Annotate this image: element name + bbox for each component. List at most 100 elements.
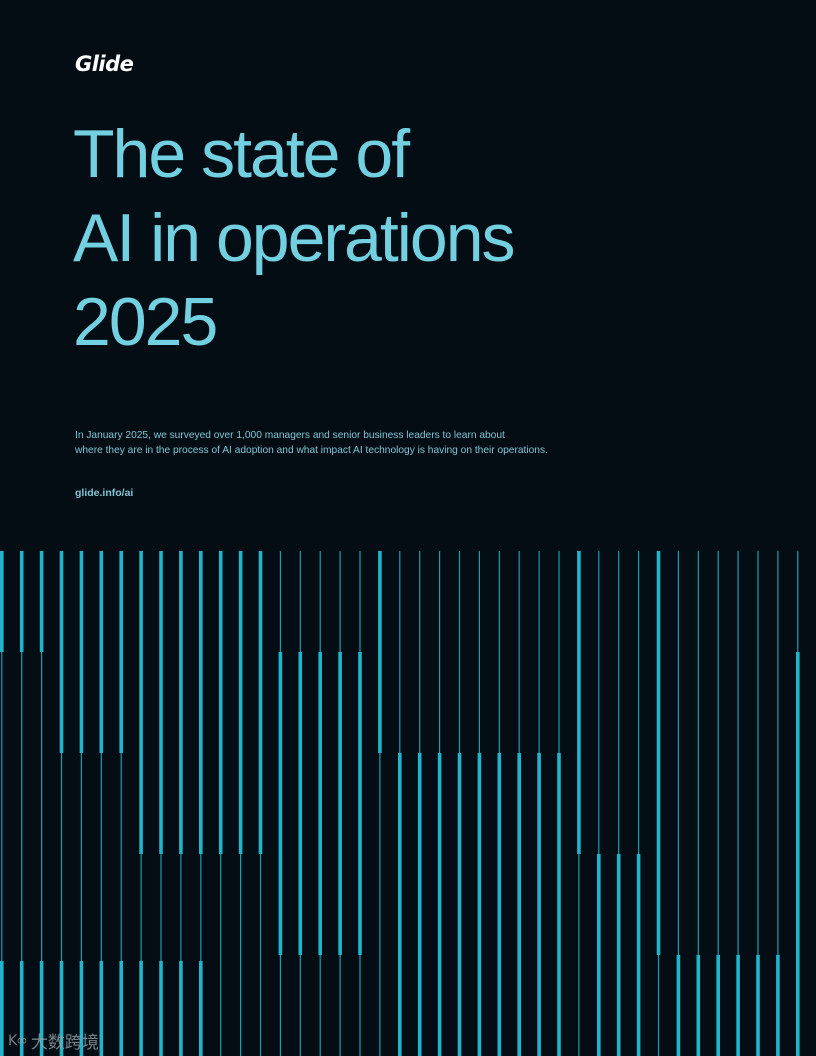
stripe-thick-segment	[497, 753, 502, 1056]
stripe-bottom-segment	[59, 961, 64, 1056]
stripe	[79, 551, 84, 1056]
stripe-thick-segment	[716, 955, 720, 1056]
stripe-thick-segment	[417, 753, 422, 1056]
stripe	[696, 551, 701, 1056]
stripe-thick-segment	[756, 955, 760, 1056]
stripe-thick-segment	[537, 753, 541, 1056]
stripe-thick-segment	[59, 551, 64, 753]
stripe	[378, 551, 382, 1056]
stripe	[656, 551, 661, 1056]
stripe-thin-line	[638, 551, 640, 1056]
stripe-thick-segment	[457, 753, 462, 1056]
stripe-bottom-segment	[19, 961, 24, 1056]
stripe-thick-segment	[19, 551, 24, 652]
stripe	[736, 551, 740, 1056]
stripe-thin-line	[1, 551, 3, 1056]
stripe-thick-segment	[298, 652, 303, 955]
watermark-logo-icon: K∞	[8, 1032, 28, 1049]
stripe-thick-segment	[597, 854, 601, 1056]
stripe	[298, 551, 303, 1056]
stripe-bottom-segment	[79, 961, 84, 1056]
stripe	[477, 551, 482, 1056]
stripe	[676, 551, 681, 1056]
stripe	[398, 551, 402, 1056]
stripe-thin-line	[618, 551, 620, 1056]
title-line-3: 2025	[73, 284, 218, 360]
stripe-thick-segment	[398, 753, 402, 1056]
intro-line-1: In January 2025, we surveyed over 1,000 …	[75, 430, 505, 441]
stripe-thick-segment	[577, 551, 581, 854]
watermark: K∞ 大数跨境	[8, 1028, 99, 1054]
stripe-thick-segment	[557, 753, 561, 1056]
stripe	[199, 551, 203, 1056]
stripe-thick-segment	[676, 955, 681, 1056]
stripe-thick-segment	[338, 652, 342, 955]
stripe	[577, 551, 581, 1056]
stripe	[358, 551, 362, 1056]
stripe	[457, 551, 462, 1056]
stripe-thick-segment	[99, 551, 104, 753]
stripe-thin-line	[777, 551, 779, 1056]
stripe-thin-line	[120, 551, 122, 1056]
stripe-thick-segment	[159, 551, 163, 854]
stripe-thick-segment	[656, 551, 661, 955]
stripe-bottom-segment	[99, 961, 104, 1056]
page-title: The state of AI in operations 2025	[73, 112, 516, 364]
stripe-thick-segment	[199, 551, 203, 854]
stripe	[796, 551, 800, 1056]
title-line-1: The state of	[73, 116, 410, 192]
stripe	[437, 551, 442, 1056]
stripe-thin-line	[677, 551, 679, 1056]
stripe-thick-segment	[517, 753, 521, 1056]
stripe	[776, 551, 780, 1056]
stripe	[417, 551, 422, 1056]
stripe-bottom-segment	[139, 961, 143, 1056]
stripe-thick-segment	[776, 955, 780, 1056]
watermark-text: 大数跨境	[30, 1033, 99, 1053]
stripe	[159, 551, 163, 1056]
stripe-thick-segment	[179, 551, 183, 854]
stripe-thick-segment	[378, 551, 382, 753]
stripe-thick-segment	[796, 652, 800, 1056]
stripe-thick-segment	[318, 652, 322, 955]
stripe-bottom-segment	[39, 961, 44, 1056]
stripe	[99, 551, 104, 1056]
stripe-thick-segment	[79, 551, 84, 753]
stripe-thick-segment	[238, 551, 243, 854]
stripe-thick-segment	[477, 753, 482, 1056]
stripe	[218, 551, 223, 1056]
report-link[interactable]: glide.info/ai	[75, 487, 134, 499]
stripe-thick-segment	[696, 955, 701, 1056]
stripe	[19, 551, 24, 1056]
stripe-thin-line	[757, 551, 759, 1056]
decorative-stripes	[0, 551, 800, 1056]
stripe-thick-segment	[258, 551, 263, 854]
stripe	[616, 551, 621, 1056]
stripe	[39, 551, 44, 1056]
stripe-thick-segment	[119, 551, 123, 753]
stripe-thick-segment	[358, 652, 362, 955]
stripe-thick-segment	[0, 551, 4, 652]
stripe-thin-line	[697, 551, 699, 1056]
stripe	[716, 551, 720, 1056]
stripe	[318, 551, 322, 1056]
stripe	[557, 551, 561, 1056]
stripe-thin-line	[717, 551, 719, 1056]
stripe	[139, 551, 143, 1056]
stripe	[756, 551, 760, 1056]
stripe-thick-segment	[218, 551, 223, 854]
stripe	[59, 551, 64, 1056]
stripe	[517, 551, 521, 1056]
stripe-thick-segment	[39, 551, 44, 652]
stripe-thin-line	[737, 551, 739, 1056]
stripe-thick-segment	[139, 551, 143, 854]
stripe-thick-segment	[437, 753, 442, 1056]
stripe-thin-line	[80, 551, 82, 1056]
title-line-2: AI in operations	[73, 200, 516, 276]
stripe-bottom-segment	[199, 961, 203, 1056]
stripe	[497, 551, 502, 1056]
stripe	[636, 551, 641, 1056]
stripe	[338, 551, 342, 1056]
stripe-thin-line	[41, 551, 43, 1056]
